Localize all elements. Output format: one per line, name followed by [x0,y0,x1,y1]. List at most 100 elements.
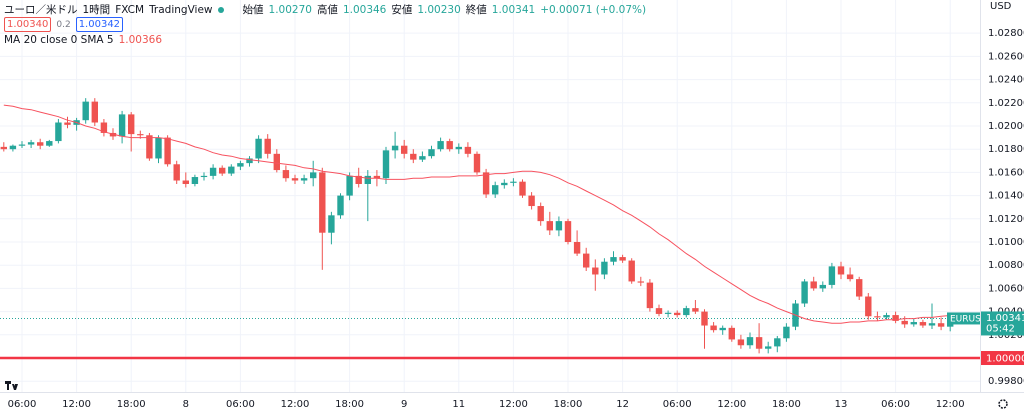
candle-body [455,146,462,150]
candle-body [291,178,299,181]
candle-body [819,284,826,289]
y-tick-label: 1.01800 [988,144,1024,155]
ma-value: 1.00366 [118,34,163,46]
candle-body [373,175,381,179]
x-tick-label: 8 [183,399,189,410]
candle-body [391,145,399,151]
x-tick-label: 06:00 [8,399,37,410]
candles-layer [0,98,954,354]
candle-body [173,164,180,181]
symbol[interactable]: ユーロ／米ドル [4,4,78,16]
symbol-label-box [947,312,980,325]
lines-layer [0,317,980,360]
candle-body [719,327,726,331]
y-tick-label: 1.01400 [988,191,1024,202]
candle-body [273,153,280,171]
candle-body [910,322,917,325]
candle-body [774,338,781,347]
x-tick-label: 06:00 [663,399,692,410]
countdown-label: 05:42 [986,323,1015,334]
x-tick-label: 12:00 [281,399,310,410]
candle-body [419,156,426,160]
candle-body [865,296,872,317]
candle-body [255,138,262,159]
candle-body [319,172,326,233]
ohlc-open-label: 始値 [242,4,264,16]
candle-body [209,167,217,176]
candle-body [310,172,317,179]
x-tick-label: 9 [401,399,407,410]
x-tick-label: 12:00 [499,399,528,410]
ohlc-close: 1.00341 [491,3,536,16]
x-tick-label: 13 [835,399,848,410]
candle-body [692,308,699,312]
candle-body [346,175,353,196]
ohlc-low-label: 安値 [391,4,413,16]
candle-body [546,221,553,231]
candle-body [300,178,308,181]
symbol-label: EURUSD [950,314,988,324]
ma-name[interactable]: MA 20 close 0 SMA 5 [4,34,114,46]
candle-body [237,163,244,167]
candle-body [382,150,390,179]
ma-layer [3,104,951,324]
x-tick-label: 11 [452,399,465,410]
x-tick-label: 06:00 [881,399,910,410]
candle-body [619,257,626,261]
candle-body [592,267,599,275]
market-status [217,6,224,13]
y-tick-label: 1.02200 [988,98,1024,109]
candle-body [82,101,89,121]
candle-body [610,257,617,262]
candle-body [410,153,417,160]
candle-body [100,122,108,133]
candle-body [182,180,189,184]
candle-body [64,122,71,125]
y-tick-label: 1.01000 [988,237,1024,248]
candle-body [765,346,772,349]
symbol-row: ユーロ／米ドル 1時間 FXCM TradingView 始値 1.00270 高… [4,2,646,17]
candle-body [246,158,253,164]
candle-body [883,315,890,318]
y-tick-label: 1.02600 [988,51,1024,62]
y-tick-label: 1.00800 [988,260,1024,271]
candle-body [937,323,945,327]
interval[interactable]: 1時間 [82,4,111,16]
candle-body [282,170,290,179]
hline-label-box [981,351,1024,366]
labels-layer: 0.998001.000001.002001.004001.006001.008… [8,28,1024,410]
gear[interactable] [998,399,1008,409]
candle-body [928,323,936,326]
tv-logo[interactable] [5,381,18,390]
ohlc-high: 1.00346 [342,3,387,16]
candle-body [892,315,899,321]
candle-body [401,145,408,154]
x-tick-label: 18:00 [335,399,364,410]
indicator-row: MA 20 close 0 SMA 5 1.00366 [4,34,162,46]
buy-button[interactable]: 1.00342 [75,17,124,32]
logo-mark[interactable] [5,381,18,390]
x-tick-label: 12:00 [936,399,965,410]
candle-body [519,181,526,196]
source: TradingView [149,3,213,16]
candle-body [528,195,535,207]
candle-body [137,134,144,136]
candle-body [601,261,608,275]
candle-body [55,122,62,142]
ohlc-open: 1.00270 [268,3,312,16]
candle-body [555,221,563,231]
candle-body [337,195,344,216]
candle-body [755,337,763,349]
sell-button[interactable]: 1.00340 [4,17,52,32]
ohlc-close-label: 終値 [465,4,487,16]
currency-label[interactable]: USD [990,1,1012,12]
x-tick-label: 12 [616,399,629,410]
candle-body [564,221,572,242]
x-tick-label: 12:00 [62,399,91,410]
candle-body [783,326,790,339]
candle-body [492,185,499,195]
settings-icon[interactable] [998,399,1008,409]
